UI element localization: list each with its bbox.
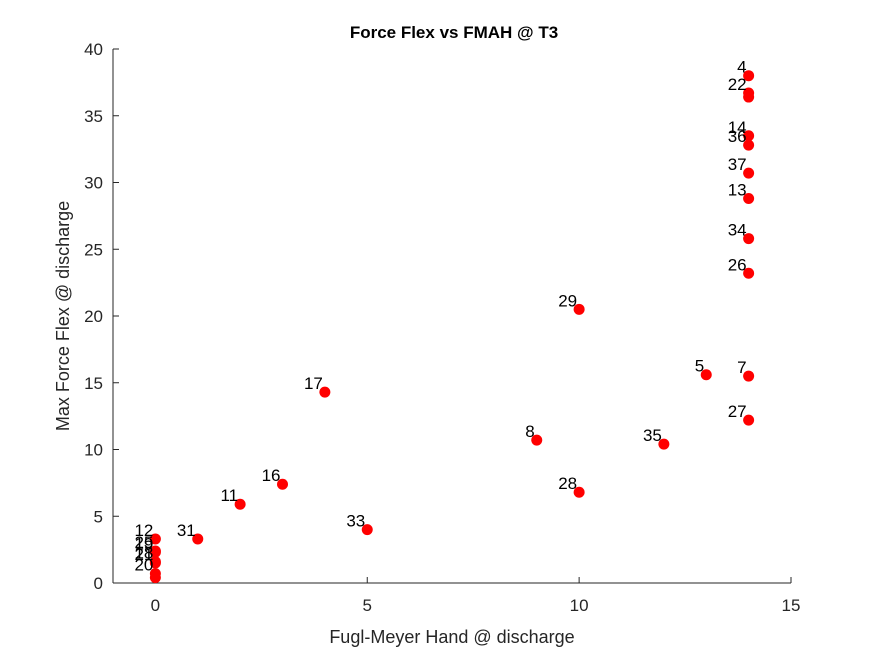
point-label: 13 <box>728 181 747 200</box>
data-point <box>149 572 161 584</box>
point-label: 12 <box>134 521 153 540</box>
data-point <box>743 70 755 82</box>
point-label: 11 <box>220 486 238 505</box>
point-label: 14 <box>728 118 747 137</box>
point-label: 7 <box>737 358 746 377</box>
point-label: 19 <box>134 534 153 553</box>
x-axis-label: Fugl-Meyer Hand @ discharge <box>329 627 574 647</box>
y-tick-label: 0 <box>94 574 103 593</box>
axes: 0 5 10 15 0 5 10 15 20 25 30 35 40 <box>84 40 800 615</box>
data-point <box>234 498 246 510</box>
point-label: 8 <box>525 422 534 441</box>
point-label: 36 <box>728 127 747 146</box>
data-point <box>361 524 373 536</box>
point-label: 25 <box>134 533 153 552</box>
y-axis-label: Max Force Flex @ discharge <box>53 201 73 431</box>
point-label: 31 <box>177 521 196 540</box>
y-tick-label: 30 <box>84 174 103 193</box>
data-point <box>658 438 670 450</box>
point-label: 17 <box>304 374 323 393</box>
x-tick-label: 15 <box>782 596 801 615</box>
data-point <box>700 369 712 381</box>
point-label: 21 <box>134 545 153 564</box>
y-tick-label: 25 <box>84 240 103 259</box>
chart-title: Force Flex vs FMAH @ T3 <box>350 23 558 42</box>
point-label: 18 <box>134 544 153 563</box>
data-point <box>149 546 161 558</box>
point-label: 20 <box>134 556 153 575</box>
y-tick-label: 15 <box>84 374 103 393</box>
point-label: 37 <box>728 155 747 174</box>
data-point <box>743 167 755 179</box>
point-label: 5 <box>695 357 704 376</box>
data-points <box>149 70 755 584</box>
x-tick-label: 5 <box>363 596 372 615</box>
data-point <box>743 267 755 279</box>
y-tick-label: 40 <box>84 40 103 59</box>
data-point <box>743 414 755 426</box>
data-point <box>277 478 288 490</box>
data-point <box>573 303 585 315</box>
data-point <box>743 193 755 205</box>
point-label: 29 <box>558 291 577 310</box>
y-tick-label: 35 <box>84 107 103 126</box>
data-point <box>149 557 161 569</box>
data-point <box>743 91 755 103</box>
data-point <box>743 233 755 245</box>
data-point <box>743 139 755 151</box>
y-tick-label: 10 <box>84 441 103 460</box>
x-tick-label: 0 <box>151 596 160 615</box>
data-point <box>743 130 755 142</box>
data-point <box>149 533 161 545</box>
data-point <box>743 370 755 382</box>
y-tick-label: 20 <box>84 307 103 326</box>
point-label: 22 <box>728 75 747 94</box>
point-label: 28 <box>558 474 577 493</box>
point-label: 16 <box>262 466 281 485</box>
point-label: 4 <box>737 58 746 77</box>
data-point <box>192 533 204 545</box>
y-tick-label: 5 <box>94 507 103 526</box>
point-label: 27 <box>728 402 747 421</box>
data-point <box>573 486 585 498</box>
point-label: 26 <box>728 255 747 274</box>
data-point <box>319 386 331 398</box>
x-tick-label: 10 <box>570 596 589 615</box>
data-point <box>531 434 543 446</box>
point-label: 33 <box>346 512 365 531</box>
point-label: 34 <box>728 221 747 240</box>
point-label: 35 <box>643 426 662 445</box>
